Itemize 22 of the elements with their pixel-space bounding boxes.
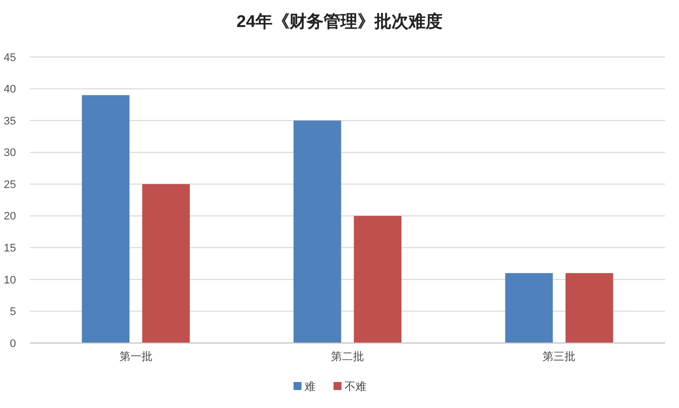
y-tick-label: 0: [10, 338, 16, 350]
y-tick-label: 40: [4, 84, 16, 96]
chart-title: 24年《财务管理》批次难度: [236, 12, 442, 31]
bar: [82, 95, 130, 343]
bar: [505, 273, 553, 343]
bar: [566, 273, 614, 343]
x-tick-label: 第一批: [119, 351, 152, 363]
y-tick-label: 20: [4, 210, 16, 223]
bar: [294, 120, 342, 343]
bar: [142, 184, 190, 343]
y-tick-label: 35: [4, 115, 16, 128]
x-tick-label: 第三批: [542, 351, 576, 363]
x-tick-label: 第二批: [331, 351, 364, 363]
bar: [354, 216, 402, 343]
y-tick-label: 25: [4, 178, 16, 191]
legend-label: 不难: [344, 380, 366, 393]
legend-label: 难: [304, 380, 316, 393]
y-tick-label: 15: [4, 242, 16, 255]
y-tick-label: 5: [10, 306, 16, 318]
y-tick-label: 10: [4, 274, 16, 286]
y-tick-label: 30: [4, 147, 16, 160]
y-tick-label: 45: [4, 52, 16, 64]
